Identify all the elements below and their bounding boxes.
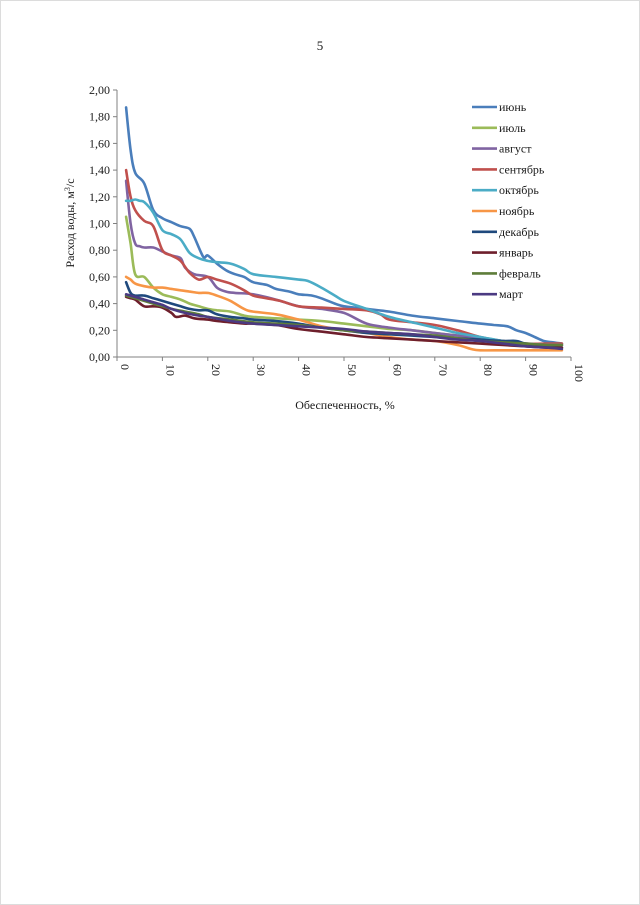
y-tick-label: 2,00 <box>89 83 110 97</box>
series-line-5 <box>124 198 564 347</box>
series-line-6 <box>124 275 564 352</box>
legend-label: ноябрь <box>499 204 535 218</box>
x-tick-label: 100 <box>572 364 586 382</box>
x-tick-label: 30 <box>254 364 268 376</box>
y-tick-label: 1,00 <box>89 217 110 231</box>
y-tick-label: 1,20 <box>89 190 110 204</box>
x-tick-label: 90 <box>527 364 541 376</box>
x-tick-label: 80 <box>481 364 495 376</box>
page-number: 5 <box>316 38 324 53</box>
legend-label: февраль <box>499 266 541 280</box>
x-tick-label: 10 <box>163 364 177 376</box>
x-tick-label: 60 <box>390 364 404 376</box>
y-tick-label: 0,40 <box>89 297 110 311</box>
x-tick-label: 20 <box>209 364 223 376</box>
y-tick-label: 0,80 <box>89 243 110 257</box>
y-tick-label: 0,00 <box>89 350 110 364</box>
series-line-3 <box>124 179 564 347</box>
x-tick-label: 50 <box>345 364 359 376</box>
series-lines <box>124 106 564 352</box>
series-line-10 <box>124 293 564 351</box>
legend-label: март <box>499 287 524 301</box>
x-tick-label: 70 <box>436 364 450 376</box>
legend-label: сентябрь <box>499 162 545 176</box>
y-tick-label: 1,40 <box>89 163 110 177</box>
legend-label: июль <box>499 121 526 135</box>
y-tick-label: 0,20 <box>89 323 110 337</box>
y-tick-label: 0,60 <box>89 270 110 284</box>
legend-label: июнь <box>499 100 527 114</box>
y-axis-title: Расход воды, м3/с <box>63 178 77 267</box>
series-line-7 <box>124 280 564 349</box>
y-tick-label: 1,80 <box>89 110 110 124</box>
x-axis-title: Обеспеченность, % <box>295 398 395 412</box>
axes: 0,00 0,20 0,40 0,60 0,80 1,00 1,20 1,40 1,60 1,80… <box>89 83 586 382</box>
legend: июнь июль август сентябрь октябрь ноябрь декаб… <box>472 100 545 301</box>
legend-label: декабрь <box>499 225 540 239</box>
x-tick-label: 40 <box>300 364 314 376</box>
series-line-4 <box>124 168 564 346</box>
x-tick-label: 0 <box>118 364 132 370</box>
legend-label: август <box>499 142 532 156</box>
legend-label: октябрь <box>499 183 539 197</box>
y-tick-label: 1,60 <box>89 136 110 150</box>
series-line-1 <box>124 106 564 345</box>
legend-label: январь <box>499 246 534 260</box>
